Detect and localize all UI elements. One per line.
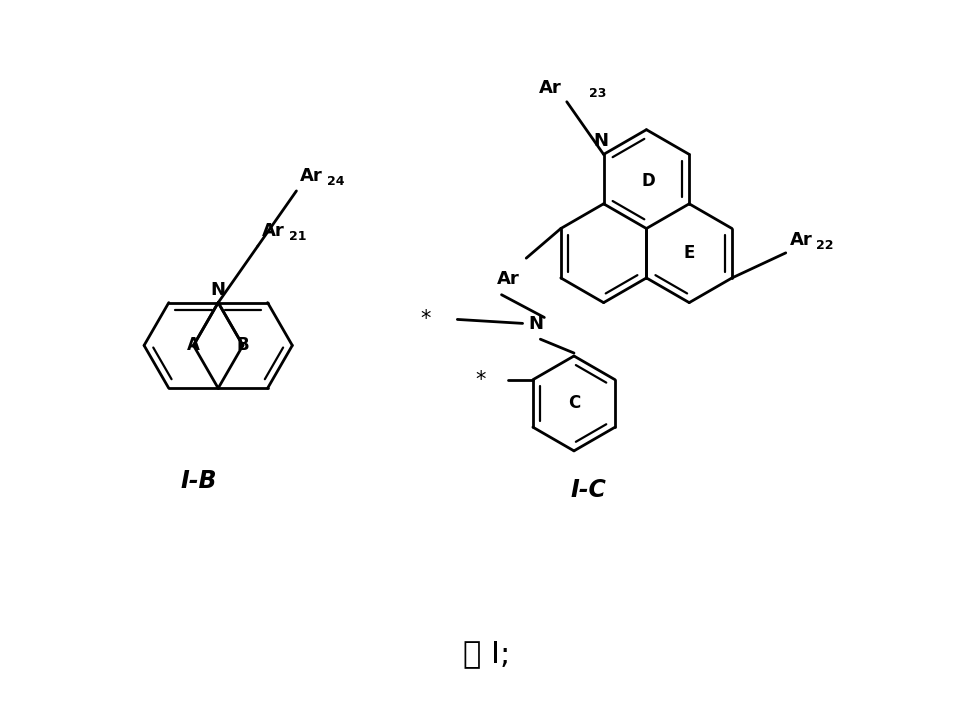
Text: 22: 22 <box>816 239 834 252</box>
Text: B: B <box>237 337 250 355</box>
Text: C: C <box>567 394 580 412</box>
Text: 23: 23 <box>589 87 605 100</box>
Text: Ar: Ar <box>262 222 285 240</box>
Text: I-C: I-C <box>571 478 606 503</box>
Text: Ar: Ar <box>300 167 323 185</box>
Text: Ar: Ar <box>790 231 812 249</box>
Text: E: E <box>683 244 695 262</box>
Text: Ar: Ar <box>539 79 562 97</box>
Text: N: N <box>527 315 543 333</box>
Text: N: N <box>593 132 608 150</box>
Text: D: D <box>642 172 655 190</box>
Text: A: A <box>187 337 200 355</box>
Text: 式 I;: 式 I; <box>463 639 511 668</box>
Text: I-B: I-B <box>180 468 216 493</box>
Text: Ar: Ar <box>497 270 520 288</box>
Text: 24: 24 <box>327 175 344 188</box>
Text: N: N <box>211 281 225 298</box>
Text: 21: 21 <box>289 230 306 243</box>
Text: *: * <box>420 310 431 330</box>
Text: *: * <box>476 370 486 389</box>
